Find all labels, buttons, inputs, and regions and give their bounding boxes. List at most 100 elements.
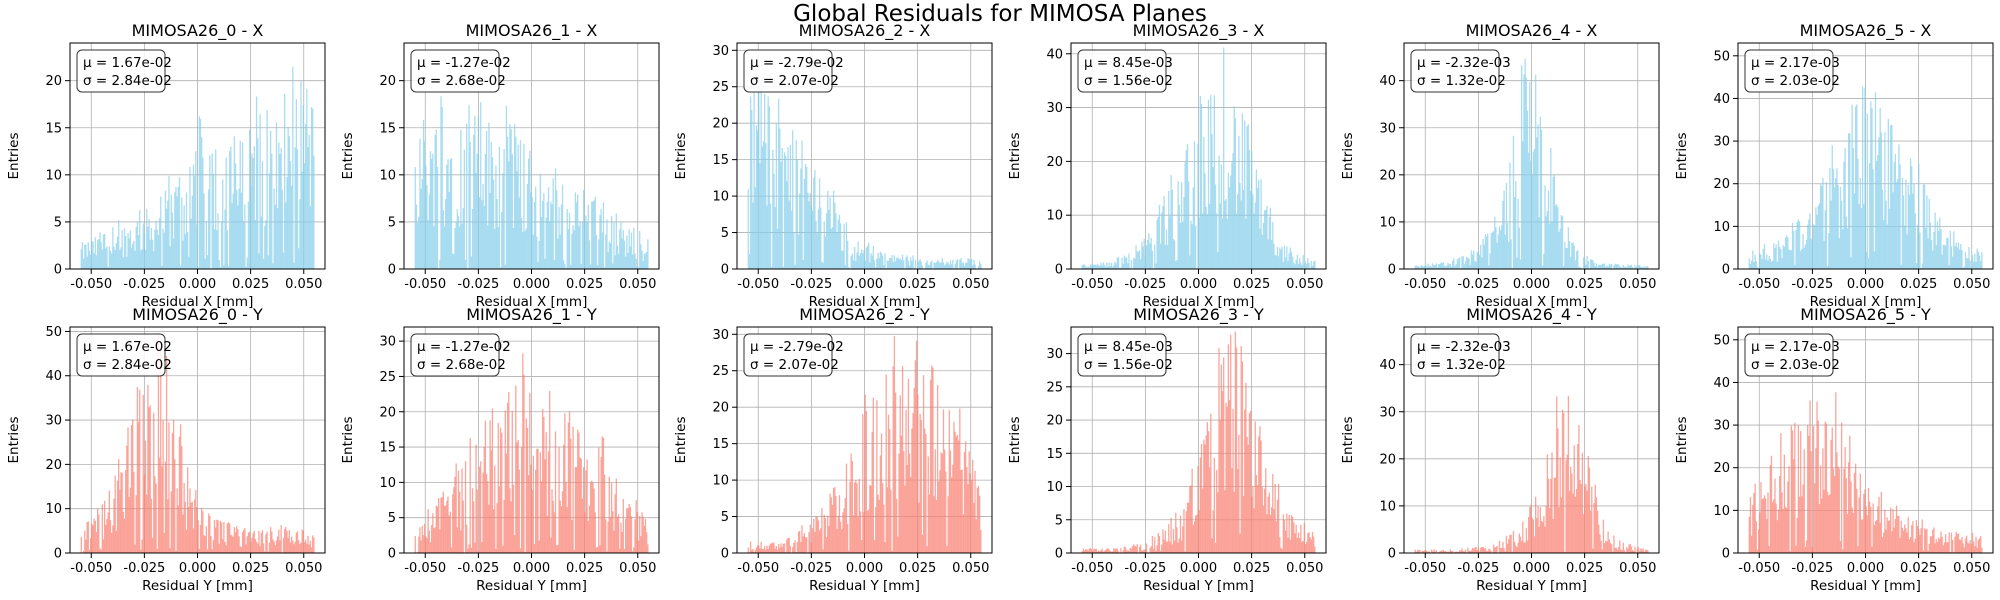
histogram-bar <box>282 252 285 269</box>
histogram-bar <box>1512 135 1515 269</box>
histogram-bar <box>1627 548 1629 553</box>
histogram-bar <box>1564 551 1566 553</box>
histogram-bar <box>168 175 170 269</box>
histogram-bar <box>896 498 898 553</box>
histogram-bar <box>1239 533 1241 553</box>
histogram-bar <box>830 497 832 553</box>
histogram-bar <box>1891 125 1893 269</box>
histogram-bar <box>488 122 490 269</box>
histogram-bar <box>1969 260 1971 269</box>
histogram-bar <box>220 522 223 553</box>
histogram-bar <box>220 220 223 269</box>
histogram-bar <box>803 533 806 553</box>
histogram-bar <box>1976 248 1978 269</box>
histogram-bar <box>761 146 763 269</box>
histogram-bar <box>1184 551 1186 553</box>
histogram-bar <box>1506 223 1509 269</box>
histogram-bar <box>1822 177 1824 269</box>
histogram-bar <box>1194 515 1197 553</box>
histogram-bar <box>1256 485 1259 553</box>
histogram-bar <box>970 479 973 553</box>
histogram-bar <box>1510 239 1512 269</box>
histogram-bar <box>1276 246 1279 269</box>
histogram-bar <box>449 511 452 553</box>
histogram-bar <box>1594 484 1596 553</box>
histogram-bar <box>1537 506 1539 553</box>
histogram-bar <box>1247 124 1249 270</box>
histogram-bar <box>955 260 957 269</box>
histogram-bar <box>1283 245 1286 269</box>
x-tick-label: 0.025 <box>1233 561 1270 576</box>
histogram-bar <box>545 432 547 553</box>
histogram-bar <box>537 261 539 269</box>
histogram-bar <box>305 539 307 553</box>
histogram-bar <box>518 469 520 553</box>
histogram-bar <box>821 508 823 553</box>
histogram-bar <box>795 140 797 269</box>
y-axis-label: Entries <box>6 132 22 179</box>
stats-mean: μ = -1.27e-02 <box>417 339 511 355</box>
histogram-bar <box>1835 392 1837 553</box>
histogram-bar <box>1525 528 1527 553</box>
histogram-bar <box>133 240 135 269</box>
stats-sigma: σ = 2.84e-02 <box>83 73 172 89</box>
histogram-bar <box>1491 232 1494 269</box>
histogram-bar <box>940 262 942 269</box>
histogram-bar <box>1899 537 1901 553</box>
histogram-bar <box>94 237 96 269</box>
histogram-bar <box>1812 426 1815 553</box>
histogram-bar <box>1150 546 1152 553</box>
histogram-bar <box>1587 261 1589 269</box>
histogram-bar <box>974 470 976 553</box>
histogram-bar <box>1179 515 1182 553</box>
x-axis-label: Residual Y [mm] <box>142 578 253 594</box>
y-tick-label: 40 <box>45 369 62 384</box>
histogram-bar <box>247 201 250 269</box>
histogram-bar <box>976 487 979 553</box>
histogram-bar <box>1940 229 1942 269</box>
histogram-bar <box>823 514 825 553</box>
histogram-bar <box>899 258 901 269</box>
histogram-bar <box>519 548 522 553</box>
panel-title: MIMOSA26_4 - Y <box>1466 305 1597 325</box>
histogram-bar <box>1213 457 1216 553</box>
histogram-bar <box>239 140 241 269</box>
histogram-bar <box>421 179 423 269</box>
histogram-bar <box>307 535 309 553</box>
histogram-bar <box>1143 549 1145 553</box>
histogram-bar <box>1608 539 1610 553</box>
histogram-bar <box>1157 532 1159 553</box>
histogram-bar <box>1487 233 1489 269</box>
histogram-bar <box>1269 514 1272 553</box>
histogram-bar <box>1584 486 1586 553</box>
histogram-bar <box>415 204 418 269</box>
x-tick-label: 0.050 <box>619 277 656 292</box>
histogram-bar <box>503 500 505 553</box>
histogram-bar <box>1152 548 1155 553</box>
histogram-bar <box>820 528 822 553</box>
histogram-bar <box>1313 536 1315 553</box>
histogram-bar <box>1210 413 1212 553</box>
histogram-bar <box>891 550 893 553</box>
histogram-bar <box>1578 267 1580 269</box>
histogram-bar <box>598 447 600 553</box>
histogram-bar <box>225 157 227 269</box>
histogram-bar <box>1887 118 1890 269</box>
histogram-bar <box>598 239 600 269</box>
histogram-bar <box>566 507 568 553</box>
x-tick-label: -0.025 <box>1791 277 1833 292</box>
histogram-bar <box>778 98 780 270</box>
histogram-bar <box>962 514 964 553</box>
histogram-bar <box>1503 190 1505 269</box>
y-tick-label: 0 <box>721 263 729 278</box>
histogram-bar <box>1498 226 1501 269</box>
histogram-bar <box>1774 247 1776 269</box>
histogram-bar <box>498 486 501 553</box>
histogram-bar <box>149 239 151 269</box>
histogram-bar <box>1980 536 1982 553</box>
histogram-bar <box>747 547 749 553</box>
histogram-bar <box>846 240 849 269</box>
histogram-bar <box>1842 549 1844 553</box>
histogram-bar <box>1570 466 1572 553</box>
y-tick-label: 40 <box>1046 47 1063 62</box>
